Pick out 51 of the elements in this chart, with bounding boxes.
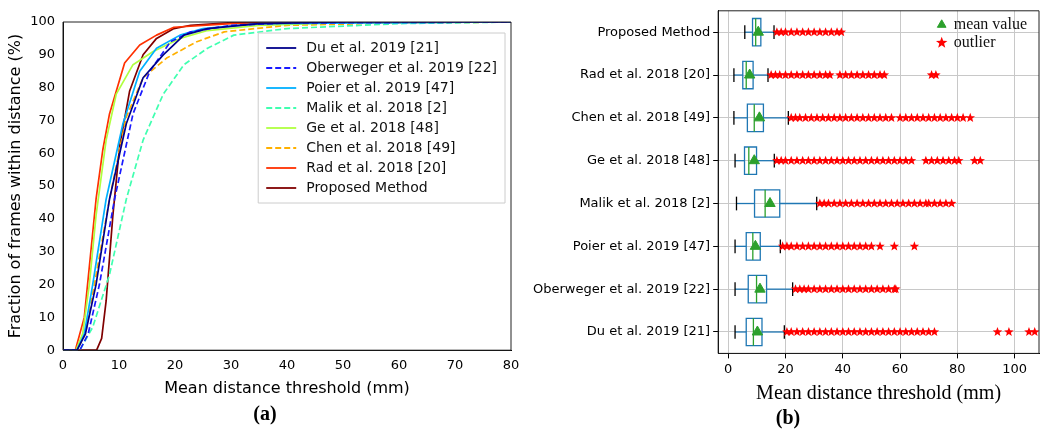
legend-label: Du et al. 2019 [21] xyxy=(306,38,440,55)
legend-label: mean value xyxy=(953,15,1027,32)
legend-label: Chen et al. 2018 [49] xyxy=(306,138,456,155)
x-tick-label: 20 xyxy=(166,357,184,373)
x-tick-label: 80 xyxy=(502,357,520,373)
text: (b) xyxy=(774,406,802,429)
y-tick-label: Du et al. 2019 [21] xyxy=(586,323,711,339)
legend-label: Ge et al. 2018 [48] xyxy=(306,118,439,135)
y-tick-label: Oberweger et al. 2019 [22] xyxy=(532,280,711,296)
x-tick-label: 70 xyxy=(446,357,464,373)
x-tick-label: 100 xyxy=(1002,360,1028,376)
x-tick-label: 60 xyxy=(390,357,408,373)
y-axis-title: Fraction of frames within distance (%) xyxy=(4,33,24,339)
y-tick-label: 0 xyxy=(46,341,56,357)
y-tick-label: Malik et al. 2018 [2] xyxy=(579,194,711,210)
y-tick-label: Proposed Method xyxy=(597,23,711,39)
y-tick-label: 80 xyxy=(38,79,56,95)
x-tick-label: 80 xyxy=(949,360,966,376)
legend-label: Malik et al. 2018 [2] xyxy=(306,98,448,115)
point xyxy=(743,68,756,79)
x-tick-label: 40 xyxy=(834,360,852,376)
x-axis-title: Mean distance threshold (mm) xyxy=(164,377,410,397)
y-tick-label: 10 xyxy=(38,308,56,324)
x-tick-label: 50 xyxy=(334,357,352,373)
x-tick-label: 0 xyxy=(58,357,68,373)
y-tick-label: Rad et al. 2018 [20] xyxy=(580,66,711,82)
legend-label: Proposed Method xyxy=(306,178,428,195)
y-tick-label: 40 xyxy=(38,210,56,226)
legend-label: Poier et al. 2019 [47] xyxy=(306,78,455,95)
x-tick-label: 60 xyxy=(891,360,909,376)
text: (a) xyxy=(252,402,278,425)
legend-label: outlier xyxy=(953,33,997,50)
x-tick-label: 30 xyxy=(222,357,240,373)
y-tick-label: 50 xyxy=(38,177,56,193)
y-tick-label: 100 xyxy=(30,13,56,29)
y-tick-label: Poier et al. 2019 [47] xyxy=(572,237,711,253)
y-tick-label: Chen et al. 2018 [49] xyxy=(571,109,711,125)
legend-label: Oberweger et al. 2019 [22] xyxy=(306,58,498,75)
y-tick-label: 60 xyxy=(38,144,56,160)
x-tick-label: 40 xyxy=(278,357,296,373)
y-tick-label: 90 xyxy=(38,46,56,62)
legend-label: Rad et al. 2018 [20] xyxy=(306,158,447,175)
y-tick-label: 70 xyxy=(38,111,56,127)
y-tick-label: Ge et al. 2018 [48] xyxy=(586,152,711,168)
x-tick-label: 20 xyxy=(777,360,794,376)
x-axis-title: Mean distance threshold (mm) xyxy=(756,381,1002,405)
y-tick-label: 20 xyxy=(38,275,56,291)
y-tick-label: 30 xyxy=(38,243,56,259)
point xyxy=(752,25,764,36)
x-tick-label: 10 xyxy=(110,357,128,373)
x-tick-label: 0 xyxy=(724,360,733,376)
